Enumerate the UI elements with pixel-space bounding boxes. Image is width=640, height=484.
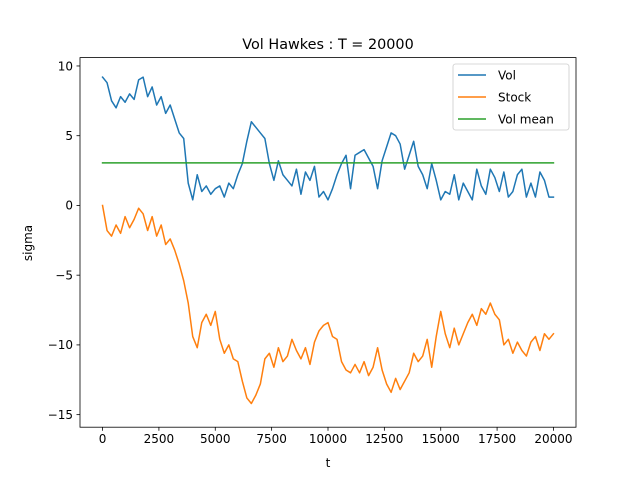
x-tick-label: 2500	[144, 432, 175, 446]
legend-label-stock: Stock	[498, 90, 531, 104]
chart-title: Vol Hawkes : T = 20000	[242, 37, 413, 53]
y-tick-label: −15	[48, 408, 73, 422]
y-tick-label: 10	[58, 59, 73, 73]
legend-label-vol-mean: Vol mean	[498, 112, 554, 126]
x-tick-label: 12500	[365, 432, 403, 446]
legend-box	[452, 63, 570, 131]
series-line-vol	[101, 76, 555, 201]
x-tick-label: 0	[99, 432, 107, 446]
x-axis-label: t	[326, 456, 331, 470]
y-tick-label: −5	[55, 268, 73, 282]
x-tick-label: 20000	[534, 432, 572, 446]
x-tick-label: 7500	[256, 432, 287, 446]
legend-label-vol: Vol	[498, 68, 516, 82]
y-tick-label: −10	[48, 338, 73, 352]
x-tick-label: 10000	[309, 432, 347, 446]
x-tick-label: 17500	[478, 432, 516, 446]
y-tick-label: 5	[65, 129, 73, 143]
x-tick-label: 5000	[200, 432, 231, 446]
x-tick-label: 15000	[422, 432, 460, 446]
axes: 0 2500 5000 7500 10000 12500 15000 17500 20000 10…	[48, 57, 577, 446]
y-tick-label: 0	[65, 199, 73, 213]
plot-area	[101, 76, 555, 405]
series-line-stock	[101, 204, 555, 405]
legend: Vol Stock Vol mean	[452, 63, 570, 131]
y-axis-label: sigma	[21, 225, 35, 261]
